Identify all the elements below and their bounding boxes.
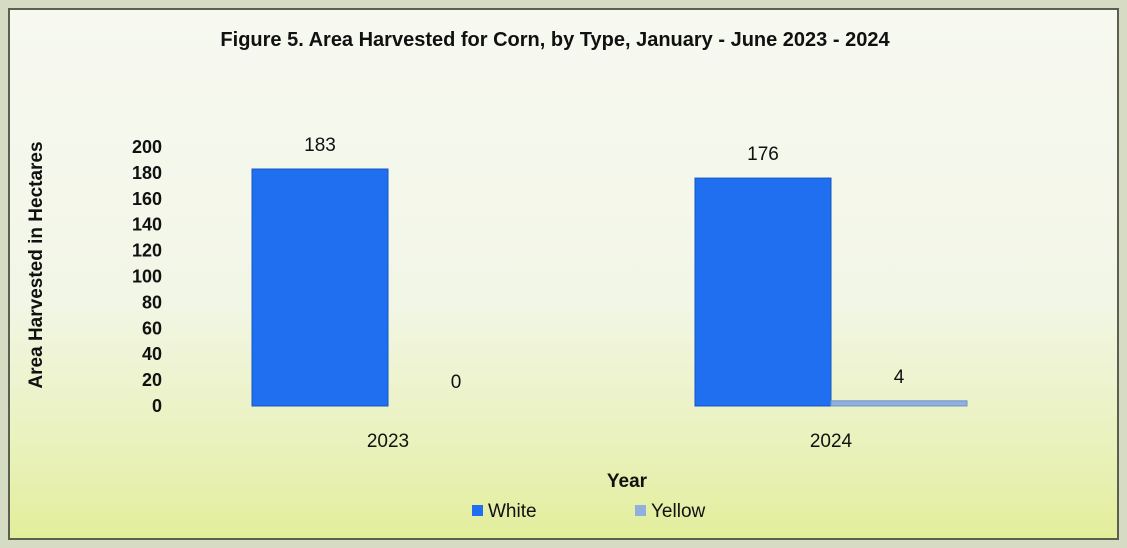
legend-swatch-white	[472, 505, 483, 516]
bars: 183 176 0 4	[251, 135, 968, 407]
y-tick-label: 120	[132, 241, 162, 261]
bar-yellow-2024	[830, 400, 968, 407]
legend: White Yellow	[472, 501, 706, 522]
legend-label-white: White	[488, 501, 537, 522]
data-label-white-2023: 183	[304, 135, 336, 156]
legend-label-yellow: Yellow	[651, 501, 706, 522]
bar-white-2023	[251, 168, 389, 407]
x-category-label: 2024	[810, 431, 853, 452]
data-label-yellow-2024: 4	[894, 367, 905, 388]
x-category-label: 2023	[367, 431, 409, 452]
y-axis: 0 20 40 60 80 100 120 140 160 180 200	[132, 137, 162, 416]
data-label-yellow-2023: 0	[451, 372, 462, 393]
y-tick-label: 0	[152, 396, 162, 416]
y-tick-label: 160	[132, 189, 162, 209]
y-tick-label: 100	[132, 267, 162, 287]
x-axis: 2023 2024	[367, 431, 853, 452]
chart-frame: Figure 5. Area Harvested for Corn, by Ty…	[8, 8, 1119, 540]
bar-chart: Figure 5. Area Harvested for Corn, by Ty…	[26, 29, 968, 522]
y-tick-label: 180	[132, 163, 162, 183]
data-label-white-2024: 176	[747, 144, 779, 165]
x-axis-title: Year	[607, 471, 648, 492]
chart-title: Figure 5. Area Harvested for Corn, by Ty…	[220, 29, 890, 51]
y-axis-title: Area Harvested in Hectares	[26, 141, 47, 388]
bar-white-2024	[694, 177, 832, 407]
y-tick-label: 80	[142, 292, 162, 312]
y-tick-label: 60	[142, 318, 162, 338]
y-tick-label: 200	[132, 137, 162, 157]
y-tick-label: 140	[132, 215, 162, 235]
y-tick-label: 20	[142, 370, 162, 390]
legend-swatch-yellow	[635, 505, 646, 516]
y-tick-label: 40	[142, 344, 162, 364]
